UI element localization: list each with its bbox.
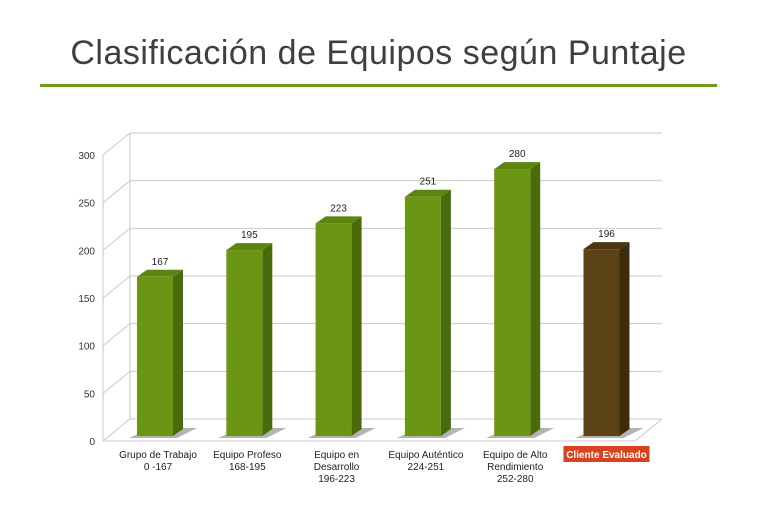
- floor-right-edge: [634, 418, 663, 442]
- bar-highlight: [583, 249, 620, 436]
- data-label: 280: [509, 149, 526, 160]
- grid-layer: [102, 132, 662, 442]
- bar-top: [137, 269, 183, 277]
- y-tick-label: 150: [78, 294, 95, 305]
- bar: [315, 223, 352, 436]
- data-label: 167: [152, 257, 169, 268]
- bar: [137, 276, 173, 436]
- chart-title: Clasificación de Equipos según Puntaje: [70, 34, 687, 72]
- title-underline: [40, 84, 717, 87]
- data-label: 195: [241, 230, 258, 241]
- x-tick-label: Equipo de Alto: [483, 450, 548, 461]
- bar-side: [619, 242, 630, 436]
- bar: [404, 196, 441, 436]
- gridline-connector: [102, 132, 131, 156]
- bar-side: [530, 162, 541, 437]
- bar: [494, 169, 531, 437]
- data-label: 251: [420, 177, 437, 188]
- bar-top: [494, 162, 541, 170]
- axis-layer: 0 50 100 150 200 250 300: [78, 133, 663, 448]
- bar-top: [404, 189, 451, 197]
- x-tick-label: Desarrollo: [314, 462, 360, 473]
- x-tick-label: Equipo en: [314, 450, 359, 461]
- x-tick-label: Equipo Auténtico: [388, 450, 463, 461]
- y-tick-label: 0: [89, 437, 95, 448]
- gridline-connector: [102, 227, 131, 251]
- gridline-connector: [102, 180, 131, 204]
- bar: [226, 250, 263, 436]
- y-tick-label: 100: [78, 342, 95, 353]
- bar-side: [173, 269, 183, 436]
- bar-top: [226, 243, 273, 251]
- bar-side: [440, 189, 451, 436]
- bar-side: [351, 216, 362, 436]
- y-tick-label: 200: [78, 246, 95, 257]
- gridline-connector: [102, 275, 131, 299]
- x-tick-label: 196-223: [318, 474, 355, 485]
- gridline-connector: [102, 370, 131, 394]
- x-tick-label: 252-280: [497, 474, 534, 485]
- gridline-connector: [102, 418, 131, 442]
- highlight-label-bg: [563, 446, 650, 462]
- x-tick-label: 0 -167: [144, 462, 173, 473]
- bar-top: [315, 216, 362, 224]
- gridline-connector: [102, 323, 131, 347]
- x-tick-label: Rendimiento: [487, 462, 544, 473]
- x-tick-label: Grupo de Trabajo: [119, 450, 197, 461]
- bar-top: [583, 242, 630, 250]
- data-label: 196: [598, 229, 615, 240]
- x-tick-label: 224-251: [408, 462, 445, 473]
- x-tick-label: Equipo Profeso: [213, 450, 282, 461]
- data-label: 223: [330, 203, 347, 214]
- x-tick-label-highlight: Cliente Evaluado: [566, 450, 647, 461]
- y-tick-label: 50: [84, 389, 96, 400]
- y-tick-label: 300: [78, 151, 95, 162]
- bar-side: [262, 243, 273, 436]
- y-tick-label: 250: [78, 199, 95, 210]
- bar-layer: [129, 162, 644, 438]
- x-tick-label: 168-195: [229, 462, 266, 473]
